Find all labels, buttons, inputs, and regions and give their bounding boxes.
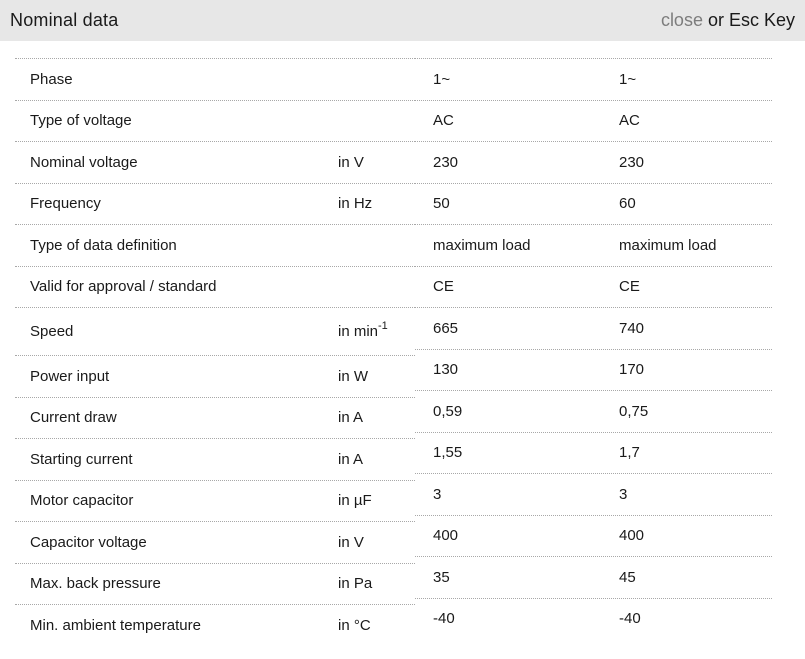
spec-label: Nominal voltage [30,153,138,171]
spec-unit: in W [338,367,368,385]
spec-value-2: 0,75 [619,402,649,420]
spec-value-1: CE [433,278,454,296]
spec-value-2: 60 [619,195,636,213]
table-value-row: CE CE [415,265,772,308]
spec-value-1: 130 [433,361,459,379]
table-row: Type of data definition [15,224,415,266]
table-row: Power input in W [15,355,415,397]
table-value-row: AC AC [415,99,772,142]
table-value-row: -40 -40 [415,597,772,640]
table-row: Max. back pressure in Pa [15,562,415,605]
spec-value-1: -40 [433,610,455,628]
spec-value-1: 1~ [433,70,451,88]
table-row: Phase [15,58,415,100]
table-row: Current draw in A [15,396,415,439]
spec-label: Current draw [30,409,117,427]
spec-unit: in V [338,153,364,171]
table-value-row: 130 170 [415,348,772,391]
spec-label: Speed [30,323,74,340]
table-value-row: 50 60 [415,182,772,225]
table-row: Nominal voltage in V [15,141,415,183]
spec-value-1: 230 [433,153,459,171]
table-row: Valid for approval / standard [15,265,415,308]
spec-unit: in Pa [338,575,373,593]
esc-key-hint: or Esc Key [702,10,795,30]
spec-label: Type of voltage [30,112,132,130]
spec-unit: in Hz [338,195,373,213]
close-area: close or Esc Key [661,10,795,31]
spec-value-1: 50 [433,195,450,213]
spec-value-2: 1,7 [619,444,640,462]
spec-value-2: 45 [619,568,636,586]
dialog-header: Nominal data close or Esc Key [0,0,805,41]
spec-value-1: 0,59 [433,402,463,420]
spec-label: Capacitor voltage [30,533,147,551]
values-columns: 1~ 1~ AC AC 230 230 50 60 maximum load m… [415,58,772,639]
table-row: Motor capacitor in µF [15,479,415,522]
table-value-row: 400 400 [415,514,772,557]
spec-label: Motor capacitor [30,492,134,510]
spec-label: Type of data definition [30,236,177,254]
spec-unit: in µF [338,492,372,510]
spec-value-2: AC [619,112,640,130]
spec-value-2: 740 [619,319,645,337]
table-value-row: 1,55 1,7 [415,431,772,474]
spec-value-1: maximum load [433,236,531,254]
spec-label: Min. ambient temperature [30,616,201,634]
table-value-row: 1~ 1~ [415,58,772,100]
spec-value-1: 665 [433,319,459,337]
table-value-row: 0,59 0,75 [415,390,772,432]
table-row: Speed in min-1 [15,307,415,355]
spec-label: Starting current [30,450,133,468]
nominal-data-table: Phase Type of voltage Nominal voltage in… [15,58,772,646]
spec-label: Max. back pressure [30,575,161,593]
spec-label: Power input [30,367,110,385]
spec-value-2: maximum load [619,236,717,254]
table-row: Frequency in Hz [15,182,415,225]
table-row: Type of voltage [15,99,415,142]
spec-value-1: 400 [433,527,459,545]
spec-unit: in V [338,533,364,551]
table-value-row: 665 740 [415,307,772,349]
table-value-row: 230 230 [415,141,772,183]
table-row: Min. ambient temperature in °C [15,604,415,646]
labels-units-column: Phase Type of voltage Nominal voltage in… [15,58,415,646]
page-title: Nominal data [10,10,119,30]
spec-unit: in A [338,450,364,468]
spec-unit: in A [338,409,364,427]
spec-value-1: 1,55 [433,444,463,462]
spec-value-1: 35 [433,568,450,586]
spec-value-2: 230 [619,153,645,171]
spec-unit: in °C [338,616,371,634]
spec-value-2: CE [619,278,640,296]
spec-value-1: AC [433,112,454,130]
spec-label: Frequency [30,195,101,213]
close-button[interactable]: close [660,10,703,30]
spec-value-2: 400 [619,527,645,545]
table-row: Capacitor voltage in V [15,521,415,563]
spec-unit: in min-1 [338,320,388,341]
spec-value-1: 3 [433,485,442,503]
table-value-row: maximum load maximum load [415,224,772,266]
table-row: Starting current in A [15,438,415,480]
spec-value-2: 3 [619,485,628,503]
spec-label: Phase [30,70,73,88]
spec-value-2: 170 [619,361,645,379]
spec-label: Valid for approval / standard [30,278,217,296]
table-value-row: 35 45 [415,556,772,598]
table-value-row: 3 3 [415,473,772,515]
spec-value-2: -40 [619,610,641,628]
spec-value-2: 1~ [619,70,637,88]
